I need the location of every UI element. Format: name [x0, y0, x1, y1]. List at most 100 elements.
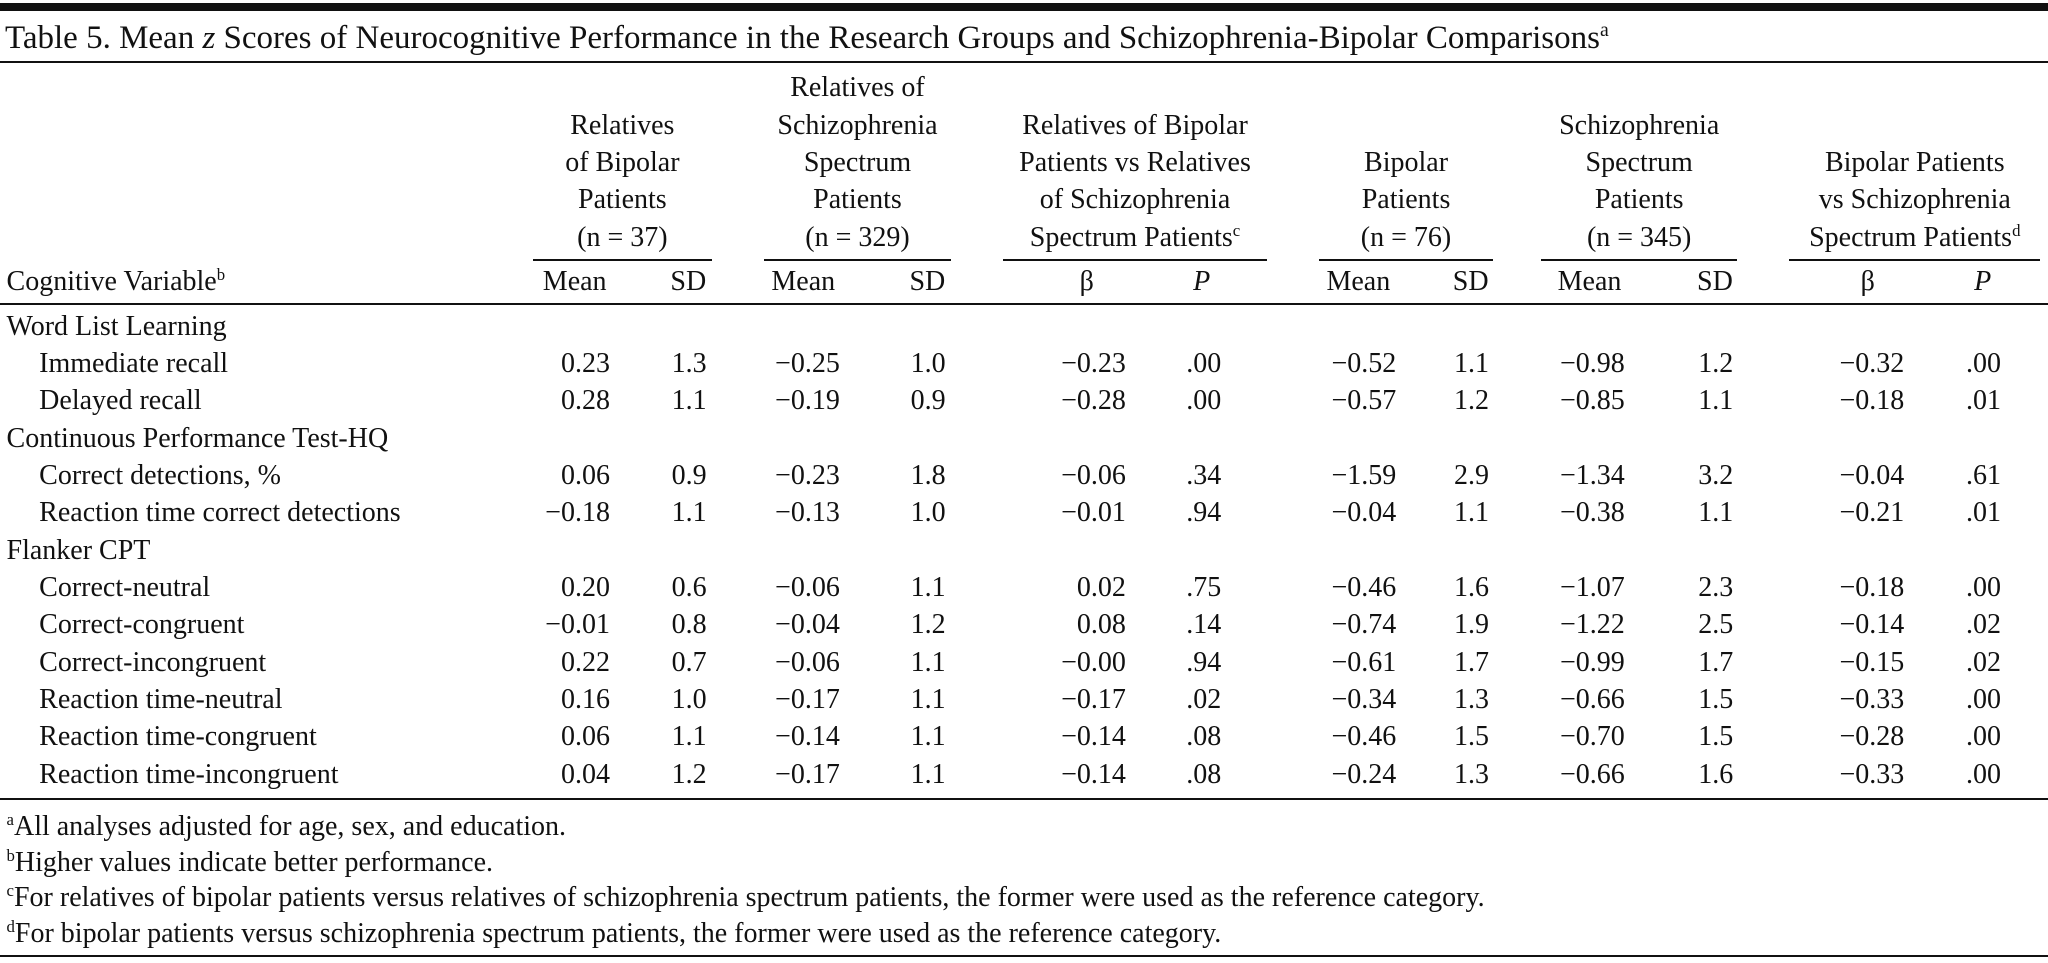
cell-value: −0.61 [1331, 646, 1397, 678]
cell-value: −0.18 [1839, 385, 1905, 417]
footnote-text: Higher values indicate better performanc… [14, 846, 494, 878]
cell-value: 1.1 [1453, 347, 1489, 379]
subheader: SD [1697, 266, 1733, 298]
cell-value: −0.66 [1560, 758, 1625, 790]
cell-value: 1.3 [1453, 684, 1489, 716]
cell-value: 0.02 [1076, 572, 1126, 604]
footnote: cFor relatives of bipolar patients versu… [6, 881, 1485, 912]
cell-value: .94 [1186, 497, 1222, 529]
cell-value: .08 [1186, 721, 1222, 753]
cell-value: −0.46 [1331, 572, 1397, 604]
row-label: Reaction time correct detections [39, 497, 401, 529]
cell-value: −0.38 [1560, 497, 1625, 529]
row-label: Correct detections, % [39, 459, 281, 491]
cell-value: .08 [1186, 758, 1222, 790]
table-bottom-rule [0, 798, 2048, 801]
cell-value: .00 [1965, 684, 2001, 716]
group-underline [1541, 258, 1738, 261]
cell-value: −1.34 [1560, 459, 1625, 491]
group-underline [1319, 258, 1493, 261]
cell-value: −0.14 [1839, 609, 1905, 641]
cell-value: 1.2 [1698, 347, 1734, 379]
row-label: Reaction time-congruent [39, 721, 317, 753]
row-label: Reaction time-incongruent [39, 758, 339, 790]
cell-value: .01 [1965, 385, 2001, 417]
cell-value: 1.0 [910, 497, 946, 529]
cell-value: 1.0 [671, 684, 707, 716]
cell-value: .00 [1186, 385, 1222, 417]
group-header-line: Patients [578, 184, 667, 216]
cell-value: 0.9 [910, 385, 946, 417]
cell-value: −0.52 [1331, 347, 1397, 379]
cell-value: 1.2 [910, 609, 946, 641]
cell-value: −0.70 [1560, 721, 1625, 753]
subheader: Mean [1326, 266, 1391, 298]
footnote: dFor bipolar patients versus schizophren… [7, 918, 1222, 950]
footnote-mark: b [6, 845, 15, 865]
cell-value: 0.04 [560, 758, 610, 790]
cell-value: −1.07 [1560, 572, 1625, 604]
cell-value: 1.5 [1698, 721, 1734, 753]
footnote-mark: c [6, 881, 14, 901]
group-underline [532, 258, 712, 261]
cell-value: −0.46 [1331, 721, 1397, 753]
cell-value: 0.6 [671, 572, 707, 604]
group-header-line: Patients vs Relatives [1019, 147, 1251, 178]
cell-value: −0.14 [1061, 721, 1126, 753]
group-header-line: of Schizophrenia [1039, 184, 1231, 216]
group-header-line: vs Schizophrenia [1818, 184, 2011, 216]
cell-value: 1.2 [1453, 385, 1489, 417]
cell-value: −0.19 [775, 385, 840, 417]
cell-value: 0.7 [671, 646, 707, 678]
cell-value: −1.59 [1331, 459, 1397, 491]
cell-value: 1.1 [910, 646, 946, 678]
cell-value: −0.14 [775, 721, 840, 753]
cell-value: 2.5 [1698, 609, 1734, 641]
group-underline [764, 258, 951, 261]
cell-value: 1.1 [910, 684, 946, 716]
cell-value: 0.20 [560, 572, 610, 604]
group-header-line: Patients [1594, 184, 1684, 216]
group-header-line: Schizophrenia [1559, 109, 1720, 141]
row-label: Correct-congruent [39, 609, 245, 641]
section-label: Continuous Performance Test-HQ [6, 422, 389, 454]
cell-value: .94 [1186, 646, 1222, 678]
cell-value: 1.1 [1453, 497, 1489, 529]
stub-header-sup: b [216, 265, 226, 285]
cell-value: −0.99 [1560, 646, 1625, 678]
cell-value: .75 [1186, 572, 1222, 604]
group-header-line: Bipolar Patients [1824, 147, 2005, 178]
title-rule [0, 61, 2048, 63]
table-title: Table 5. Mean z Scores of Neurocognitive… [5, 20, 1609, 55]
cell-value: 1.1 [671, 497, 707, 529]
cell-value: .01 [1965, 497, 2001, 529]
cell-value: 1.1 [671, 385, 707, 417]
cell-value: −0.04 [775, 609, 840, 641]
cell-value: .02 [1186, 684, 1222, 716]
cell-value: 1.6 [1453, 572, 1489, 604]
group-header-line: Spectrum Patientsc [1029, 220, 1241, 253]
cell-value: −0.24 [1331, 758, 1397, 790]
cell-value: −0.25 [775, 347, 840, 379]
cell-value: 1.1 [910, 721, 946, 753]
cell-value: −0.33 [1839, 684, 1905, 716]
footnote-text: For bipolar patients versus schizophreni… [14, 918, 1222, 950]
cell-value: −0.85 [1560, 385, 1625, 417]
cell-value: 0.8 [671, 609, 707, 641]
subheader: SD [909, 266, 946, 298]
cell-value: −0.17 [775, 758, 840, 790]
group-header-line: Patients [813, 184, 902, 216]
cell-value: −0.01 [545, 609, 610, 641]
cell-value: −0.34 [1331, 684, 1397, 716]
cell-value: 0.9 [671, 459, 707, 491]
cell-value: −0.13 [775, 497, 840, 529]
cell-value: .00 [1965, 572, 2001, 604]
cell-value: −0.28 [1061, 385, 1126, 417]
cell-value: −0.14 [1061, 758, 1126, 790]
subheader: SD [1452, 266, 1489, 298]
subheader: P [1193, 266, 1211, 298]
group-header-line: Patients [1361, 184, 1451, 216]
cell-value: 1.3 [1453, 758, 1489, 790]
cell-value: −0.66 [1560, 684, 1625, 716]
